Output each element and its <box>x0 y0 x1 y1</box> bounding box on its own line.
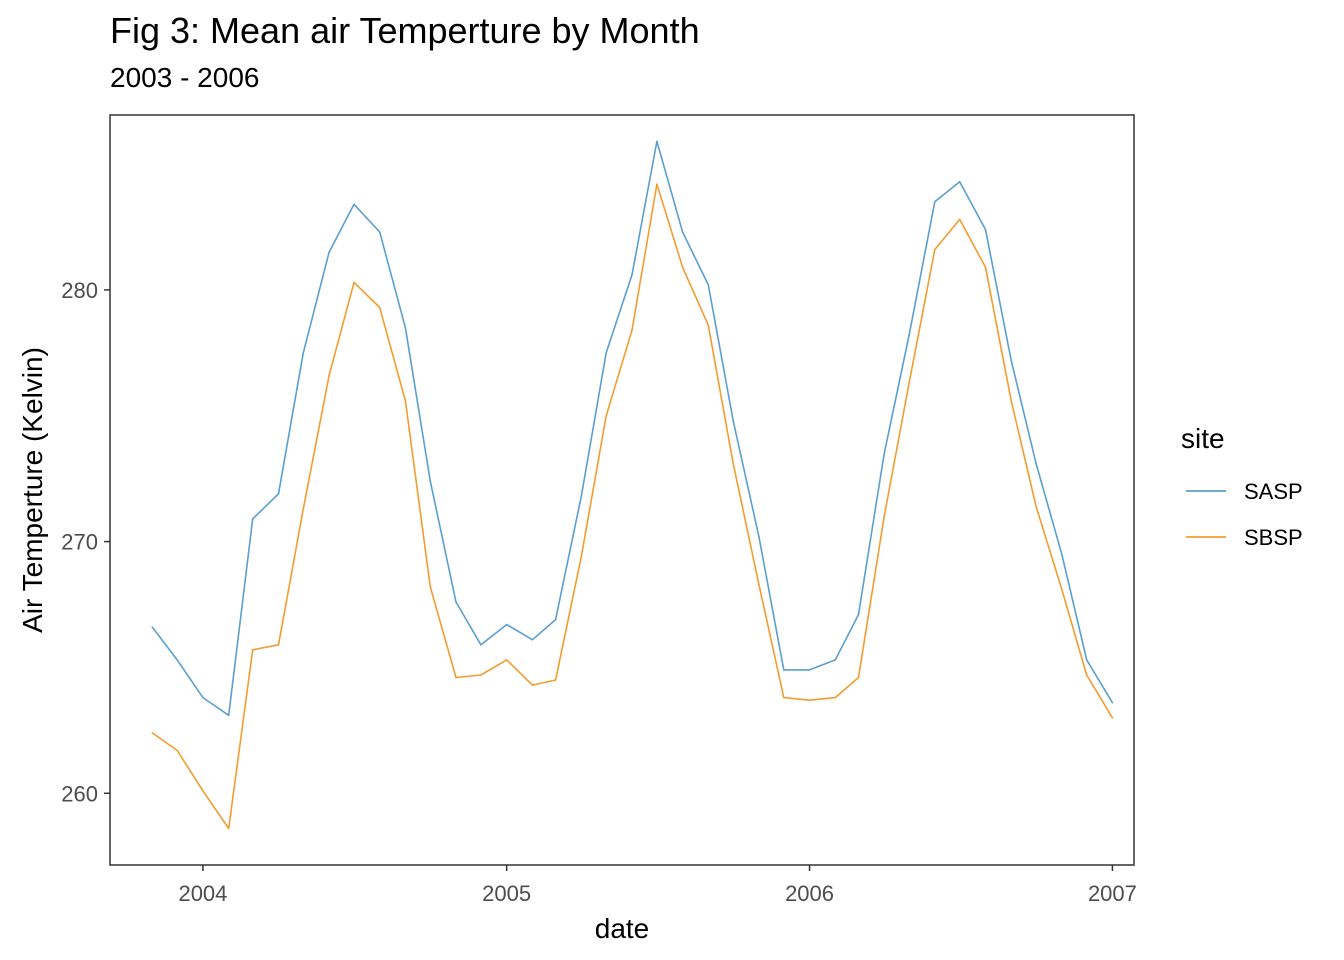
x-tick-label: 2005 <box>482 881 531 906</box>
data-point-sasp <box>605 352 607 354</box>
y-axis: 260 270 280 <box>61 278 110 806</box>
data-point-sbsp <box>857 676 860 679</box>
data-point-sasp <box>251 518 254 520</box>
data-point-sbsp <box>958 218 961 221</box>
data-point-sasp <box>429 480 432 483</box>
data-point-sasp <box>554 618 557 621</box>
x-axis: 2004 2005 2006 2007 <box>178 865 1137 906</box>
data-point-sasp <box>908 334 910 337</box>
data-point-sbsp <box>707 324 710 327</box>
data-point-sbsp <box>277 644 280 646</box>
legend-items: SASP SBSP <box>1186 479 1303 550</box>
data-point-sasp <box>732 420 734 422</box>
x-tick-label: 2006 <box>785 881 834 906</box>
data-point-sbsp <box>580 555 583 558</box>
data-point-sasp <box>883 452 885 455</box>
data-point-sbsp <box>455 676 457 679</box>
series-layer <box>151 140 1114 830</box>
data-point-sasp <box>681 231 684 233</box>
data-point-sbsp <box>934 248 936 251</box>
data-point-sasp <box>631 274 633 276</box>
data-point-sasp <box>958 180 961 183</box>
legend-label-sasp: SASP <box>1244 479 1303 504</box>
data-point-sbsp <box>353 281 355 284</box>
data-point-sbsp <box>834 696 837 699</box>
data-point-sbsp <box>1085 674 1088 676</box>
data-point-sbsp <box>783 696 785 699</box>
data-point-sasp <box>808 669 811 671</box>
data-point-sasp <box>580 495 583 498</box>
data-point-sbsp <box>1061 588 1063 591</box>
data-point-sbsp <box>984 266 987 269</box>
data-point-sasp <box>328 251 330 253</box>
data-point-sbsp <box>202 790 204 792</box>
data-point-sbsp <box>328 374 330 377</box>
data-point-sasp <box>353 203 355 206</box>
data-point-sasp <box>1085 659 1088 661</box>
data-point-sbsp <box>151 732 154 734</box>
legend: site SASP SBSP <box>1181 423 1303 550</box>
data-point-sasp <box>1061 553 1063 555</box>
data-point-sbsp <box>808 699 811 701</box>
data-point-sasp <box>480 644 482 646</box>
data-point-sasp <box>934 201 936 203</box>
chart-subtitle: 2003 - 2006 <box>110 62 260 93</box>
data-point-sasp <box>404 326 407 329</box>
data-point-sbsp <box>758 583 760 586</box>
chart-title: Fig 3: Mean air Temperture by Month <box>110 10 700 51</box>
y-tick-label: 280 <box>61 278 98 303</box>
data-point-sbsp <box>302 508 305 510</box>
data-point-sasp <box>151 626 154 628</box>
data-point-sasp <box>984 228 987 231</box>
data-point-sbsp <box>176 749 178 752</box>
data-point-sbsp <box>1035 505 1037 508</box>
legend-label-sbsp: SBSP <box>1244 525 1303 550</box>
data-point-sasp <box>1111 701 1114 704</box>
data-point-sasp <box>1010 359 1012 362</box>
y-axis-title: Air Temperture (Kelvin) <box>17 347 48 633</box>
x-axis-title: date <box>595 913 650 944</box>
data-point-sasp <box>227 714 230 717</box>
data-point-sbsp <box>1111 717 1114 719</box>
data-point-sasp <box>758 535 760 538</box>
x-tick-label: 2004 <box>178 881 227 906</box>
data-point-sasp <box>783 669 785 671</box>
data-point-sbsp <box>883 515 885 518</box>
data-point-sasp <box>202 696 204 699</box>
data-point-sbsp <box>1010 399 1012 402</box>
y-tick-label: 260 <box>61 781 98 806</box>
data-point-sasp <box>531 638 534 641</box>
data-point-sasp <box>1035 462 1037 465</box>
data-point-sbsp <box>505 659 508 661</box>
data-point-sasp <box>857 613 860 616</box>
data-point-sbsp <box>251 649 254 651</box>
y-tick-label: 270 <box>61 530 98 555</box>
legend-title: site <box>1181 423 1225 454</box>
data-point-sbsp <box>656 183 658 185</box>
data-point-sbsp <box>429 586 432 588</box>
x-tick-label: 2007 <box>1088 881 1137 906</box>
data-point-sbsp <box>480 674 482 676</box>
data-point-sasp <box>277 493 280 495</box>
data-point-sasp <box>378 231 381 233</box>
data-point-sasp <box>505 623 508 626</box>
data-point-sbsp <box>378 306 381 309</box>
data-point-sasp <box>176 659 178 661</box>
data-point-sbsp <box>908 382 910 384</box>
data-point-sbsp <box>227 827 230 830</box>
data-point-sbsp <box>732 462 734 465</box>
data-point-sasp <box>302 352 305 354</box>
data-point-sbsp <box>531 684 534 686</box>
data-point-sbsp <box>554 679 557 681</box>
plot-panel <box>109 114 1135 866</box>
data-point-sasp <box>656 140 658 143</box>
data-point-sasp <box>834 659 837 661</box>
data-point-sbsp <box>605 415 607 417</box>
data-point-sbsp <box>631 329 633 332</box>
data-point-sasp <box>455 601 457 603</box>
data-point-sbsp <box>404 399 407 402</box>
data-point-sbsp <box>681 266 684 269</box>
data-point-sasp <box>707 284 710 286</box>
